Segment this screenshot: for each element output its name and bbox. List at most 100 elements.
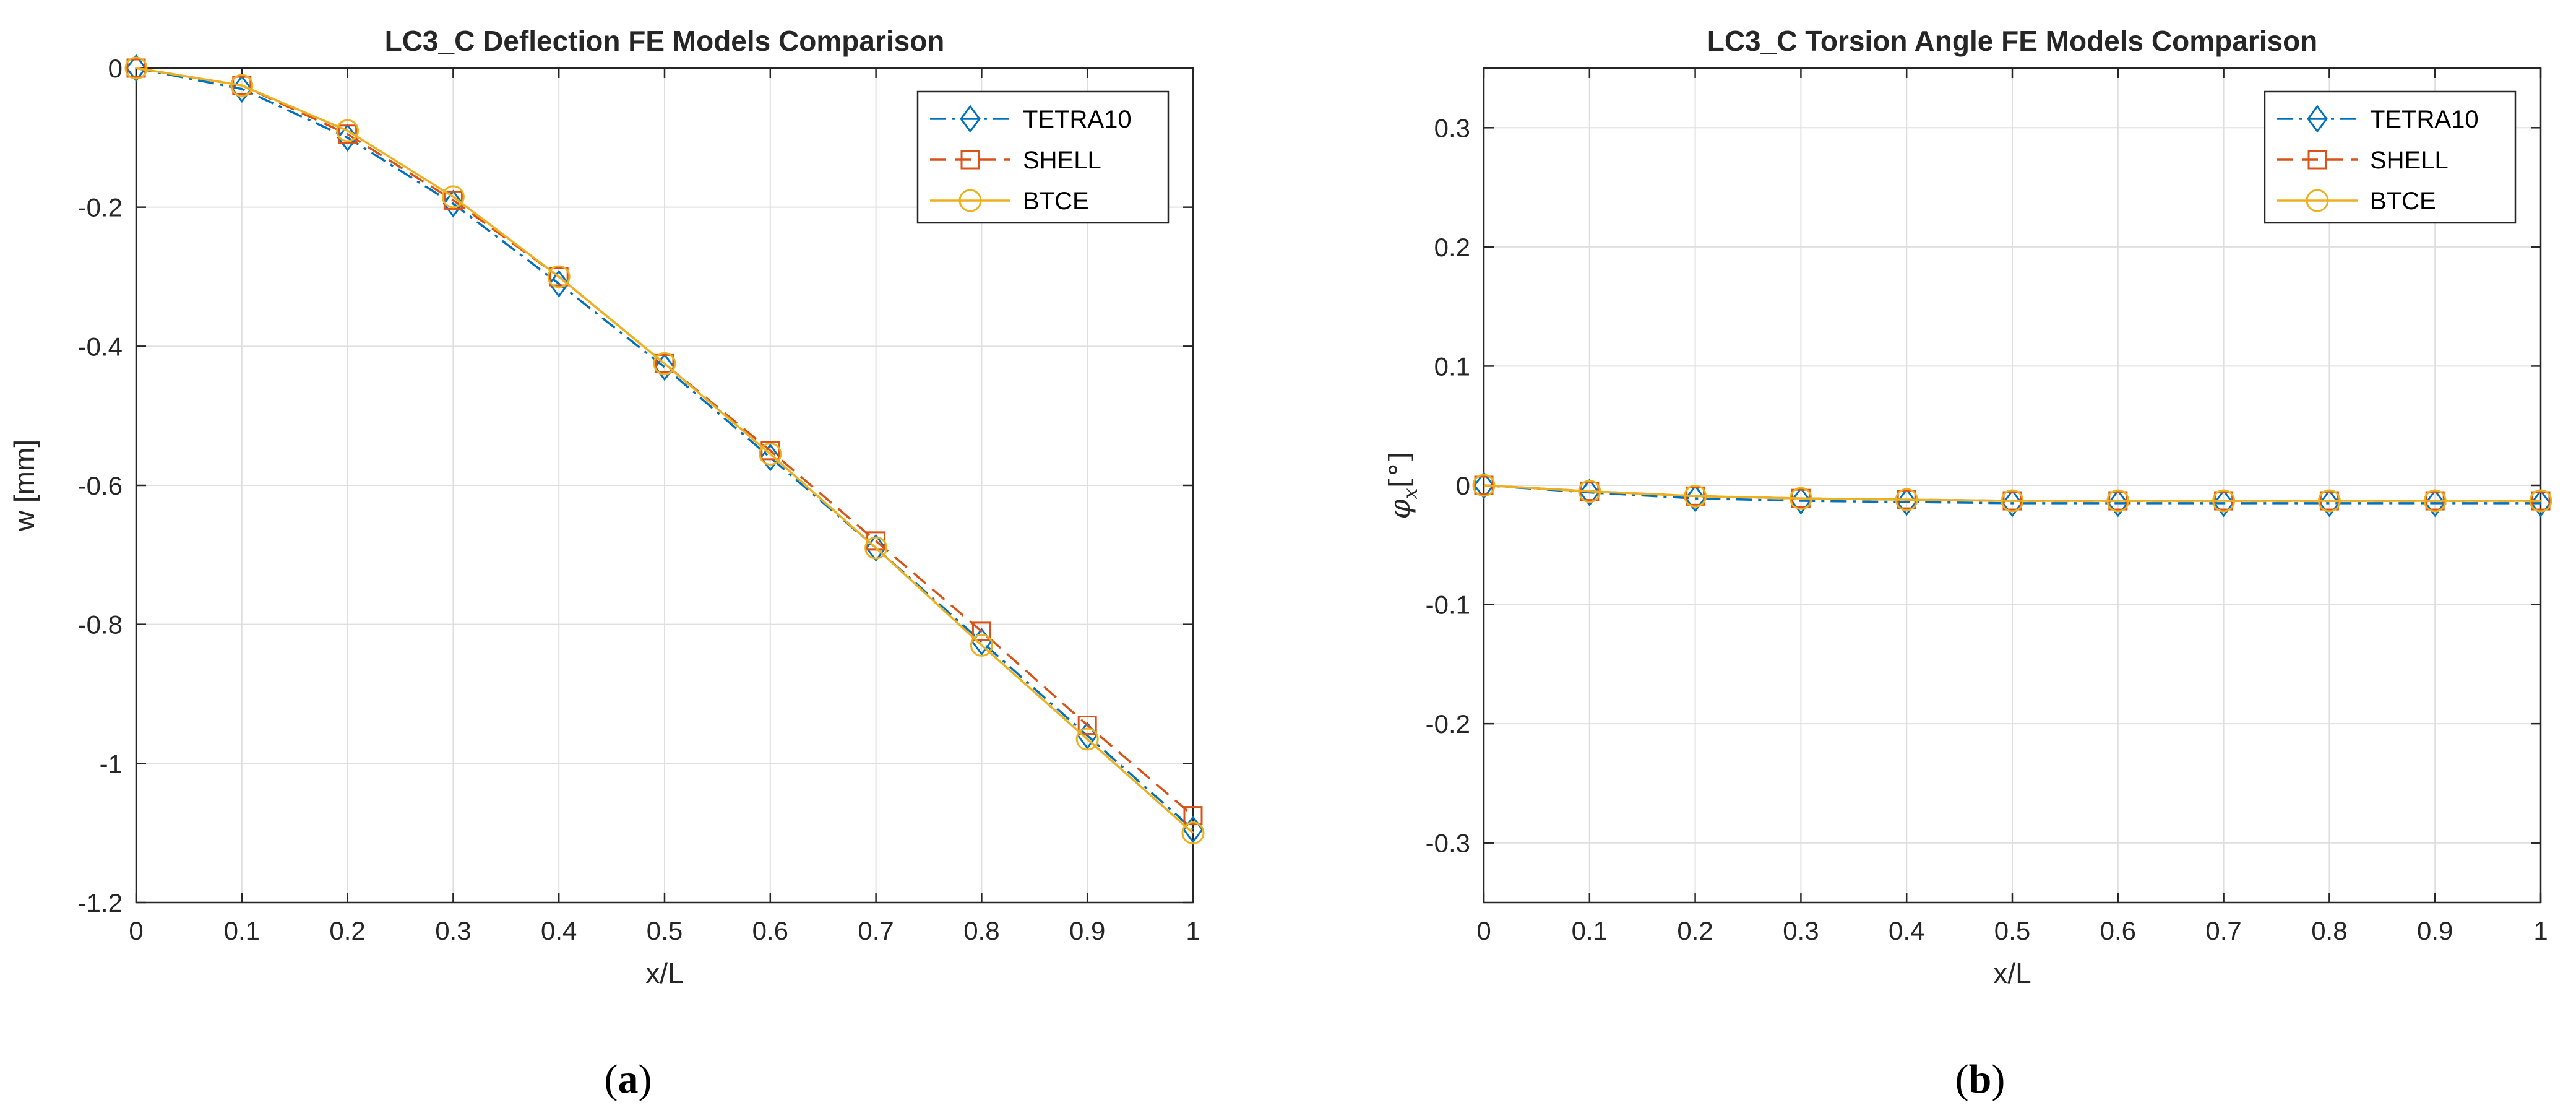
x-tick-label: 0.2 [1677,916,1713,945]
x-tick-label: 0.9 [1069,916,1105,945]
figure-caption: (a) [605,1057,652,1102]
data-point-btce [1895,488,1918,511]
chart-panel-2: 0 0.1 0.2 0.3 0.4 0.5 0.6 0.7 0.8 0.9 1 0.3 0.2 0.1 0 -… [1383,25,2552,1102]
data-point-btce [1578,480,1601,503]
legend-label-shell: SHELL [2370,147,2449,174]
caption-letter: a [618,1057,639,1102]
caption-letter: b [1969,1057,1992,1102]
x-tick-label: 0 [1476,916,1491,945]
x-tick-label: 0.8 [963,916,999,945]
caption-open: ( [1955,1057,1969,1102]
x-tick-label: 0.9 [2417,916,2453,945]
legend-label-tetra10: TETRA10 [2370,106,2479,133]
data-point-btce [970,633,993,657]
chart-title: LC3_C Deflection FE Models Comparison [385,25,945,57]
data-point-shell [971,621,991,641]
y-tick-label: 0.3 [1434,113,1470,142]
data-point-tetra10 [1473,471,1494,500]
y-tick-label: -0.1 [1426,591,1470,620]
figure-caption: (b) [1955,1057,2005,1102]
series-line-btce [136,67,1194,834]
data-point-tetra10 [1896,488,1918,516]
caption-close: ) [1991,1057,2005,1102]
y-tick-label: 0 [108,54,123,83]
data-point-tetra10 [759,443,781,472]
x-tick-label: 0 [129,916,143,945]
data-point-shell [443,190,463,210]
y-axis-label: w [mm] [8,440,40,532]
data-point-tetra10 [1684,484,1706,513]
data-point-btce [1789,487,1812,510]
data-point-tetra10 [126,54,147,82]
series-btce [1472,474,2552,513]
legend: TETRA10 SHELL BTCE [2264,90,2517,224]
data-point-tetra10 [2319,489,2340,518]
legend-marker-shell [960,150,980,170]
data-point-shell [1183,806,1203,826]
x-tick-label: 0.5 [1994,916,2030,945]
data-point-btce [653,352,676,375]
x-tick-label: 0.3 [1783,916,1819,945]
data-point-btce [1472,474,1496,497]
x-tick-label: 1 [1186,916,1200,945]
x-tick-label: 0.6 [752,916,788,945]
data-point-shell [126,58,146,78]
series-line-btce [1483,484,2541,502]
data-point-btce [759,442,782,466]
x-tick-label: 0.4 [1889,916,1924,945]
x-tick-label: 0.6 [2100,916,2136,945]
x-tick-label: 0.7 [858,916,894,945]
data-point-btce [2001,489,2024,513]
data-point-btce [547,265,571,288]
x-tick-label: 0.1 [224,916,260,945]
data-point-btce [441,185,465,209]
data-point-btce [2317,489,2341,513]
data-point-btce [1684,484,1707,508]
legend-marker-shell [2307,150,2327,170]
data-point-btce [230,74,254,97]
data-point-btce [1075,727,1099,751]
data-point-btce [124,56,148,80]
x-tick-label: 1 [2533,916,2548,945]
data-point-btce [2106,489,2130,513]
series-line-tetra10 [136,67,1194,831]
data-point-tetra10 [548,269,570,298]
legend-marker-tetra10 [960,105,981,133]
legend-label-shell: SHELL [1023,147,1101,174]
x-tick-label: 0.2 [329,916,365,945]
data-point-tetra10 [2107,489,2129,518]
y-tick-label: -1 [100,749,123,778]
y-axis-label-subscript: x [1398,488,1422,499]
x-tick-label: 0.3 [435,916,471,945]
y-tick-label: -0.8 [78,610,123,639]
legend-marker-btce [958,189,982,212]
data-point-btce [1181,821,1205,845]
legend-marker-tetra10 [2307,105,2328,133]
data-point-tetra10 [2424,489,2446,518]
y-tick-label: 0 [1456,471,1470,500]
data-point-tetra10 [442,189,464,218]
x-tick-label: 0.8 [2311,916,2347,945]
y-tick-label: 0.2 [1434,233,1470,262]
data-point-btce [2529,489,2552,513]
data-point-tetra10 [1579,479,1600,507]
data-point-shell [232,76,252,95]
y-tick-label: -0.6 [78,471,123,500]
chart-title: LC3_C Torsion Angle FE Models Comparison [1707,25,2318,57]
series-shell [126,58,1203,826]
series-line-shell [136,67,1194,816]
y-axis-label-unit: [°] [1383,451,1416,488]
data-point-shell [1077,716,1097,735]
caption-close: ) [639,1057,652,1102]
legend: TETRA10 SHELL BTCE [916,90,1170,224]
x-tick-label: 0.1 [1572,916,1608,945]
data-point-btce [2212,489,2236,513]
x-axis-label: x/L [1993,957,2031,989]
data-point-shell [655,353,674,373]
x-tick-label: 0.4 [541,916,577,945]
data-point-tetra10 [2002,489,2023,518]
legend-label-btce: BTCE [1023,188,1089,215]
legend-label-btce: BTCE [2370,188,2436,215]
x-axis-label: x/L [645,957,683,989]
